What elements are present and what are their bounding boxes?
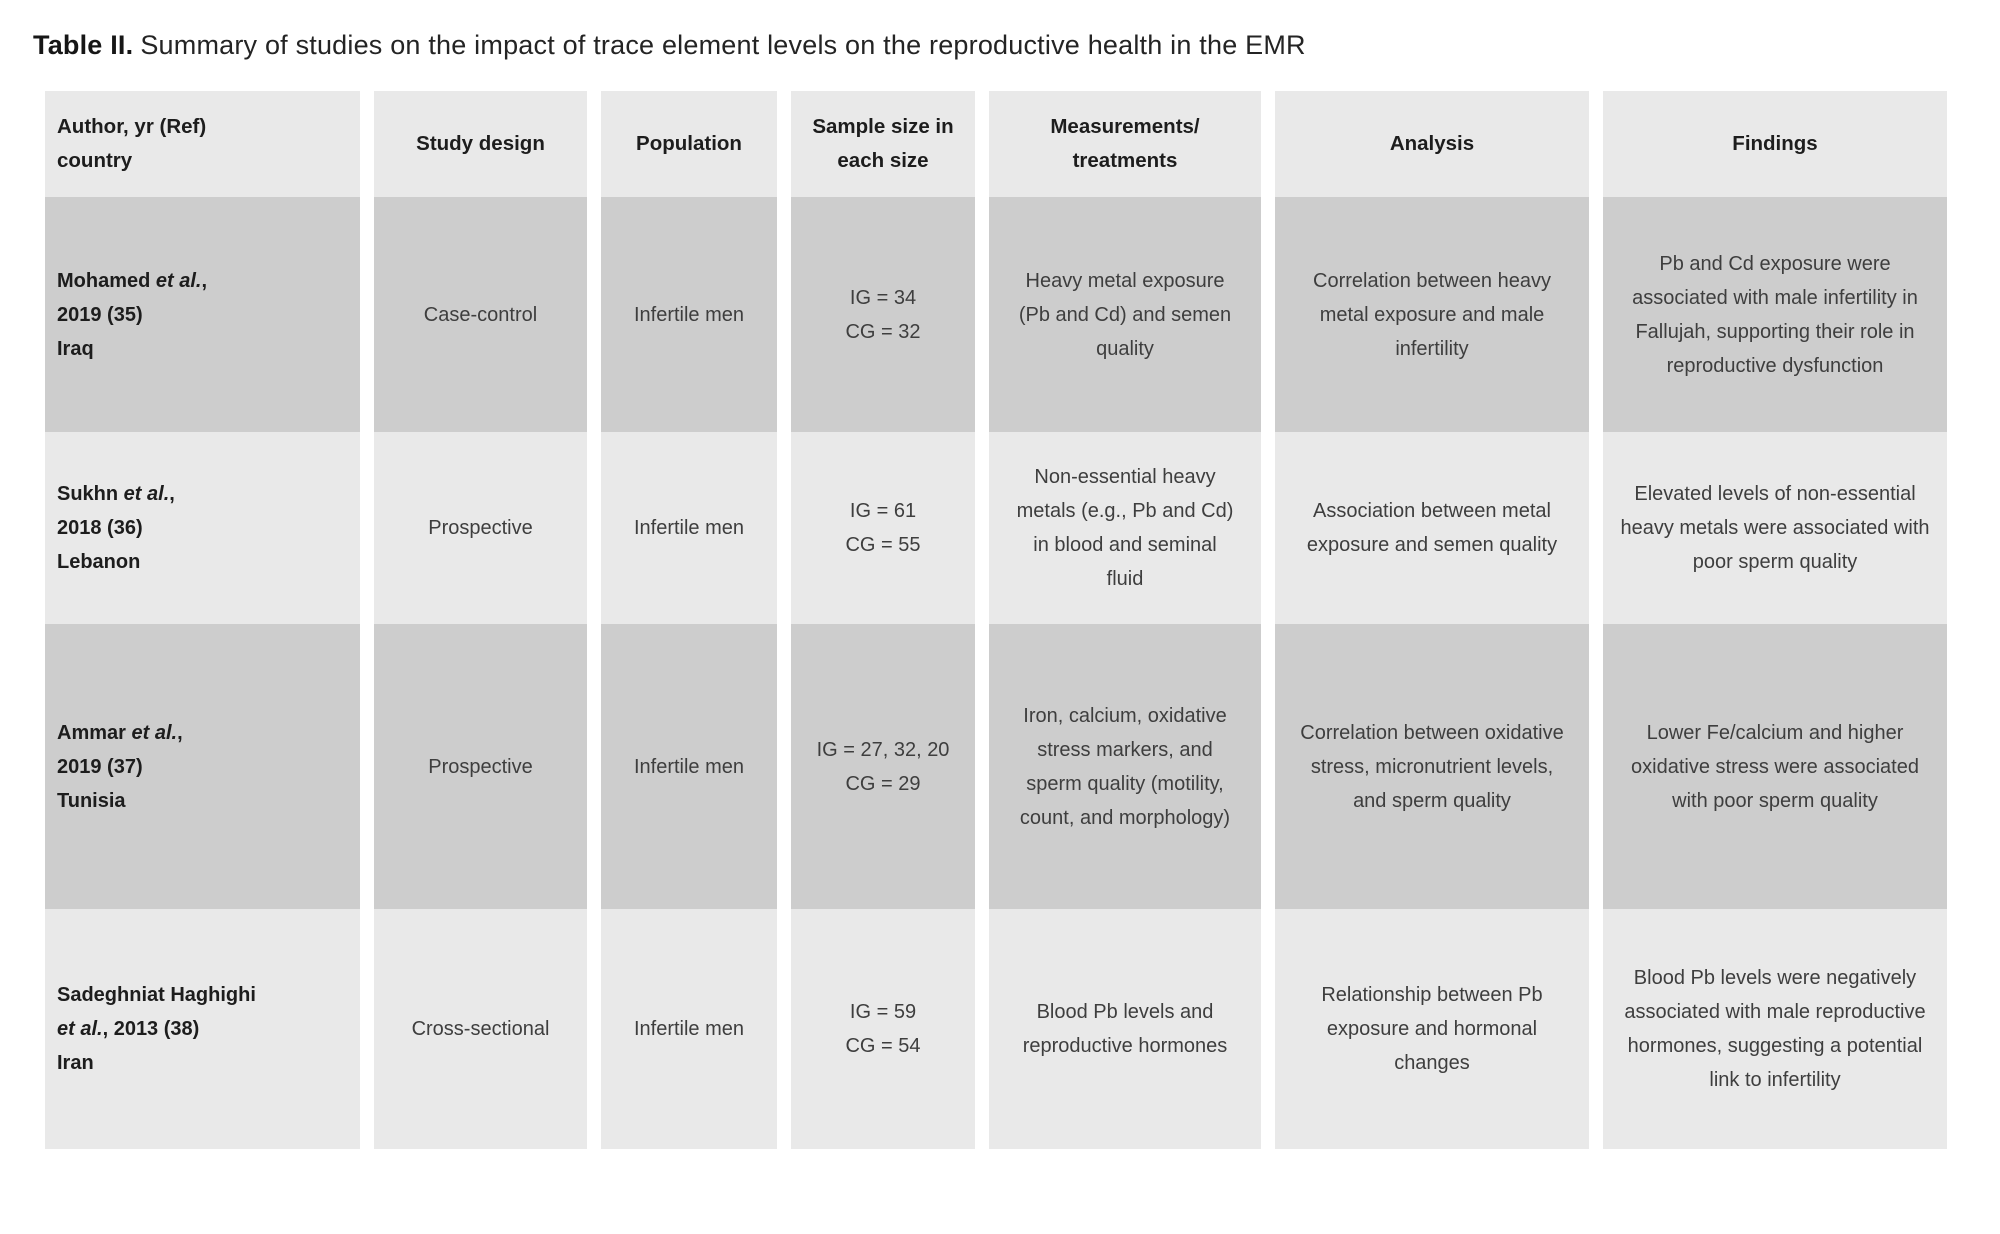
author-cell: Sukhn et al., 2018 (36) Lebanon (45, 432, 360, 624)
sample-size-cell: IG = 59 CG = 54 (791, 909, 975, 1149)
findings-cell: Blood Pb levels were negatively associat… (1603, 909, 1947, 1149)
measurements-cell: Iron, calcium, oxidative stress markers,… (989, 624, 1261, 909)
column-header-findings: Findings (1603, 91, 1947, 197)
table-body: Mohamed et al., 2019 (35) Iraq Case-control… (45, 197, 1947, 1149)
analysis-cell: Relationship between Pb exposure and hor… (1275, 909, 1589, 1149)
column-header-analysis: Analysis (1275, 91, 1589, 197)
table-caption-label: Table II. (33, 30, 134, 60)
author-cell: Mohamed et al., 2019 (35) Iraq (45, 197, 360, 432)
study-design-cell: Prospective (374, 432, 587, 624)
population-cell: Infertile men (601, 197, 777, 432)
analysis-cell: Correlation between oxidative stress, mi… (1275, 624, 1589, 909)
author-cell: Sadeghniat Haghighi et al., 2013 (38) Iran (45, 909, 360, 1149)
column-header-population: Population (601, 91, 777, 197)
study-design-cell: Case-control (374, 197, 587, 432)
author-cell: Ammar et al., 2019 (37) Tunisia (45, 624, 360, 909)
analysis-cell: Correlation between heavy metal exposure… (1275, 197, 1589, 432)
measurements-cell: Heavy metal exposure (Pb and Cd) and sem… (989, 197, 1261, 432)
column-header-measurements: Measurements/treatments (989, 91, 1261, 197)
study-design-cell: Prospective (374, 624, 587, 909)
analysis-cell: Association between metal exposure and s… (1275, 432, 1589, 624)
study-design-cell: Cross-sectional (374, 909, 587, 1149)
studies-table: Author, yr (Ref) country Study design Popul… (31, 91, 1961, 1149)
population-cell: Infertile men (601, 432, 777, 624)
table-caption-text: Summary of studies on the impact of trac… (140, 30, 1306, 60)
findings-cell: Lower Fe/calcium and higher oxidative st… (1603, 624, 1947, 909)
sample-size-cell: IG = 27, 32, 20 CG = 29 (791, 624, 975, 909)
table-caption: Table II. Summary of studies on the impac… (33, 30, 2000, 61)
population-cell: Infertile men (601, 624, 777, 909)
sample-size-cell: IG = 61 CG = 55 (791, 432, 975, 624)
measurements-cell: Blood Pb levels and reproductive hormone… (989, 909, 1261, 1149)
table-row: Mohamed et al., 2019 (35) Iraq Case-control… (45, 197, 1947, 432)
sample-size-cell: IG = 34 CG = 32 (791, 197, 975, 432)
header-row: Author, yr (Ref) country Study design Popul… (45, 91, 1947, 197)
population-cell: Infertile men (601, 909, 777, 1149)
table-row: Sukhn et al., 2018 (36) Lebanon Prospective… (45, 432, 1947, 624)
table-row: Ammar et al., 2019 (37) Tunisia Prospective… (45, 624, 1947, 909)
column-header-sample-size: Sample size in each size (791, 91, 975, 197)
table-row: Sadeghniat Haghighi et al., 2013 (38) Iran… (45, 909, 1947, 1149)
findings-cell: Pb and Cd exposure were associated with … (1603, 197, 1947, 432)
findings-cell: Elevated levels of non-essential heavy m… (1603, 432, 1947, 624)
column-header-author: Author, yr (Ref) country (45, 91, 360, 197)
measurements-cell: Non-essential heavy metals (e.g., Pb and… (989, 432, 1261, 624)
column-header-study-design: Study design (374, 91, 587, 197)
